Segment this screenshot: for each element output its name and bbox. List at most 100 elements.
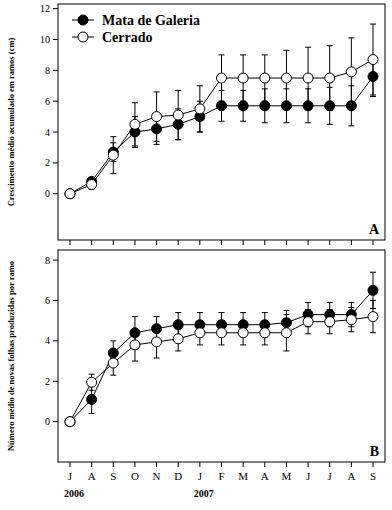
error-bar-cap — [219, 312, 225, 313]
y-tick-label: 12 — [40, 3, 50, 14]
error-bar-cap — [154, 141, 160, 142]
panel-label: A — [369, 222, 380, 237]
marker — [260, 328, 270, 338]
marker — [281, 328, 291, 338]
error-bar-cap — [370, 24, 376, 25]
marker — [173, 320, 183, 330]
error-bar-cap — [240, 54, 246, 55]
error-bar-cap — [154, 91, 160, 92]
y-tick-label: 0 — [45, 188, 50, 199]
series-line — [70, 317, 373, 422]
y-tick — [53, 193, 58, 194]
error-bar-cap — [197, 132, 203, 133]
error-bar-cap — [154, 316, 160, 317]
error-bar-cap — [348, 37, 354, 38]
y-tick-label: 8 — [45, 255, 50, 266]
error-bar-cap — [110, 375, 116, 376]
marker — [87, 394, 97, 404]
error-bar-cap — [327, 333, 333, 334]
marker — [238, 328, 248, 338]
plot-frame — [58, 250, 385, 462]
error-bar-cap — [370, 95, 376, 96]
marker — [65, 189, 75, 199]
x-tick — [373, 462, 374, 467]
error-bar-cap — [262, 54, 268, 55]
error-bar-cap — [262, 344, 268, 345]
series — [67, 272, 376, 421]
y-tick — [53, 340, 58, 341]
marker — [368, 55, 378, 65]
x-tick-label: J — [328, 470, 333, 482]
error-bar-cap — [219, 344, 225, 345]
x-tick — [373, 240, 374, 245]
y-tick-label: 8 — [45, 65, 50, 76]
marker — [152, 124, 162, 134]
panel: 02468JASONDJFMAMJJAS20062007Número médio… — [6, 250, 385, 499]
x-tick — [308, 462, 309, 467]
y-tick — [53, 421, 58, 422]
x-tick-label: S — [370, 470, 376, 482]
marker — [152, 337, 162, 347]
error-bar-cap — [89, 413, 95, 414]
error-bar-cap — [283, 350, 289, 351]
error-bar-cap — [262, 122, 268, 123]
marker — [173, 119, 183, 129]
x-tick — [221, 462, 222, 467]
x-tick — [70, 462, 71, 467]
x-tick — [308, 240, 309, 245]
error-bar-cap — [132, 147, 138, 148]
y-tick — [53, 39, 58, 40]
marker — [65, 417, 75, 427]
x-tick-label: F — [218, 470, 224, 482]
legend: Mata de GaleriaCerrado — [72, 13, 200, 45]
series — [67, 24, 376, 194]
x-tick-label: S — [110, 470, 116, 482]
error-bar-cap — [305, 47, 311, 48]
error-bar-cap — [240, 312, 246, 313]
error-bar-cap — [327, 124, 333, 125]
error-bar-cap — [219, 54, 225, 55]
plot-frame — [58, 4, 385, 240]
error-bar-cap — [327, 302, 333, 303]
annotation: 2007 — [194, 488, 214, 499]
error-bar-cap — [89, 390, 95, 391]
y-tick-label: 4 — [45, 127, 50, 138]
series-line — [70, 290, 373, 421]
error-bar-cap — [175, 139, 181, 140]
error-bar-cap — [132, 361, 138, 362]
error-bar-cap — [175, 350, 181, 351]
marker — [238, 73, 248, 83]
error-bar-cap — [175, 139, 181, 140]
marker — [303, 317, 313, 327]
x-tick — [91, 462, 92, 467]
x-tick — [221, 240, 222, 245]
error-bar-cap — [154, 144, 160, 145]
y-tick — [53, 101, 58, 102]
x-tick-label: M — [282, 470, 292, 482]
error-bar-cap — [283, 314, 289, 315]
marker — [346, 315, 356, 325]
marker — [195, 104, 205, 114]
legend-marker — [78, 32, 88, 42]
x-tick-label: M — [238, 470, 248, 482]
error-bar-cap — [283, 122, 289, 123]
y-tick-label: 4 — [45, 335, 50, 346]
error-bar-cap — [175, 90, 181, 91]
y-tick-label: 6 — [45, 96, 50, 107]
y-tick-label: 10 — [40, 34, 50, 45]
marker — [325, 73, 335, 83]
x-tick — [264, 240, 265, 245]
marker — [108, 348, 118, 358]
error-bar-cap — [89, 374, 95, 375]
y-axis-label: Número médio de novas folhas produzidas … — [6, 261, 16, 451]
error-bar-cap — [132, 145, 138, 146]
error-bar-cap — [305, 302, 311, 303]
marker — [368, 312, 378, 322]
marker — [368, 285, 378, 295]
error-bar-cap — [370, 96, 376, 97]
x-tick — [134, 462, 135, 467]
marker — [87, 377, 97, 387]
y-tick — [53, 300, 58, 301]
marker — [281, 318, 291, 328]
error-bar-cap — [110, 136, 116, 137]
